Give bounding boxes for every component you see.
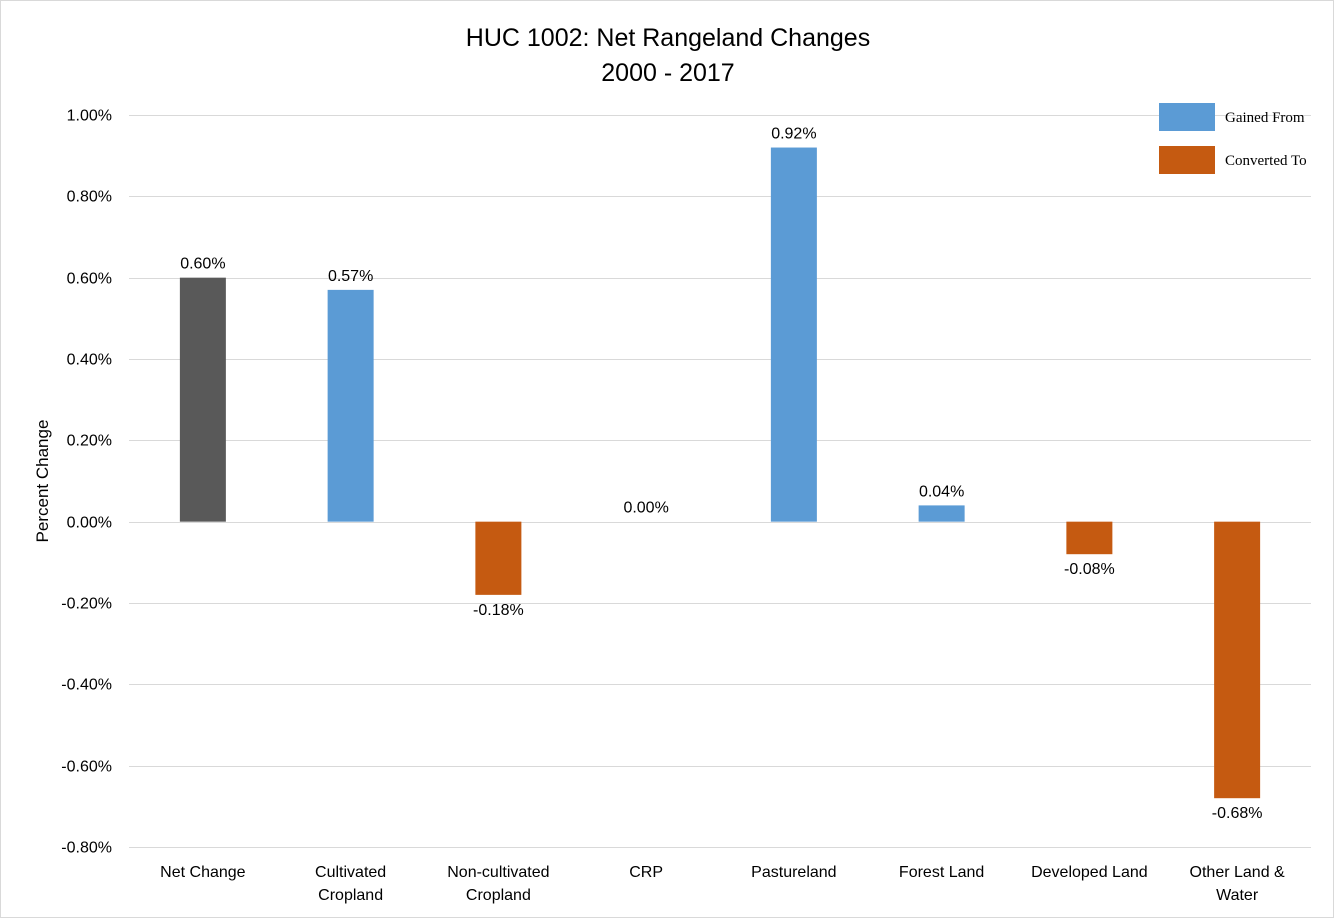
- y-tick-label: -0.60%: [61, 759, 112, 776]
- y-tick-label: 0.80%: [67, 189, 112, 206]
- bar: [475, 521, 522, 595]
- x-tick-label-line: Other Land &: [1190, 864, 1286, 881]
- data-label: -0.68%: [1212, 805, 1263, 822]
- legend-label: Gained From: [1225, 110, 1305, 126]
- y-tick-label: 1.00%: [67, 108, 112, 125]
- x-tick-label: Forest Land: [899, 864, 984, 881]
- x-tick-label: Other Land & Water: [1190, 864, 1286, 904]
- y-tick-label: -0.20%: [61, 596, 112, 613]
- data-label: -0.18%: [473, 602, 524, 619]
- x-tick-label: CRP: [629, 864, 663, 881]
- bar: [1214, 521, 1261, 799]
- x-tick-label-line: Water: [1216, 887, 1259, 904]
- bar: [327, 289, 374, 522]
- bar: [770, 147, 817, 522]
- chart-subtitle: 2000 - 2017: [601, 59, 734, 87]
- y-tick-label: -0.80%: [61, 840, 112, 857]
- data-label: 0.00%: [623, 500, 668, 517]
- legend-swatch: [1159, 103, 1215, 131]
- x-tick-label-line: Net Change: [160, 864, 245, 881]
- x-tick-label-line: Forest Land: [899, 864, 984, 881]
- x-tick-label: Non-cultivated Cropland: [447, 864, 549, 904]
- x-tick-label: Net Change: [160, 864, 245, 881]
- y-tick-label: -0.40%: [61, 677, 112, 694]
- x-tick-label-line: Cropland: [318, 887, 383, 904]
- data-label: 0.04%: [919, 483, 964, 500]
- chart-title: HUC 1002: Net Rangeland Changes: [466, 24, 870, 52]
- x-tick-label-line: Non-cultivated: [447, 864, 549, 881]
- y-axis-title: Percent Change: [33, 420, 52, 543]
- x-tick-label: Developed Land: [1031, 864, 1148, 881]
- y-tick-label: 0.00%: [67, 515, 112, 532]
- x-tick-label: Cultivated Cropland: [315, 864, 386, 904]
- data-label: 0.92%: [771, 126, 816, 143]
- bar: [179, 277, 226, 522]
- bar: [918, 505, 965, 522]
- y-tick-label: 0.40%: [67, 352, 112, 369]
- x-tick-label-line: Cultivated: [315, 864, 386, 881]
- bar: [1066, 521, 1113, 555]
- x-tick-label-line: Developed Land: [1031, 864, 1148, 881]
- legend-swatch: [1159, 146, 1215, 174]
- data-label: 0.60%: [180, 256, 225, 273]
- x-tick-label-line: Cropland: [466, 887, 531, 904]
- legend-label: Converted To: [1225, 153, 1307, 169]
- y-tick-label: 0.60%: [67, 271, 112, 288]
- data-label: -0.08%: [1064, 561, 1115, 578]
- y-tick-label: 0.20%: [67, 433, 112, 450]
- x-tick-label-line: Pastureland: [751, 864, 836, 881]
- data-label: 0.57%: [328, 268, 373, 285]
- x-tick-label-line: CRP: [629, 864, 663, 881]
- x-tick-label: Pastureland: [751, 864, 836, 881]
